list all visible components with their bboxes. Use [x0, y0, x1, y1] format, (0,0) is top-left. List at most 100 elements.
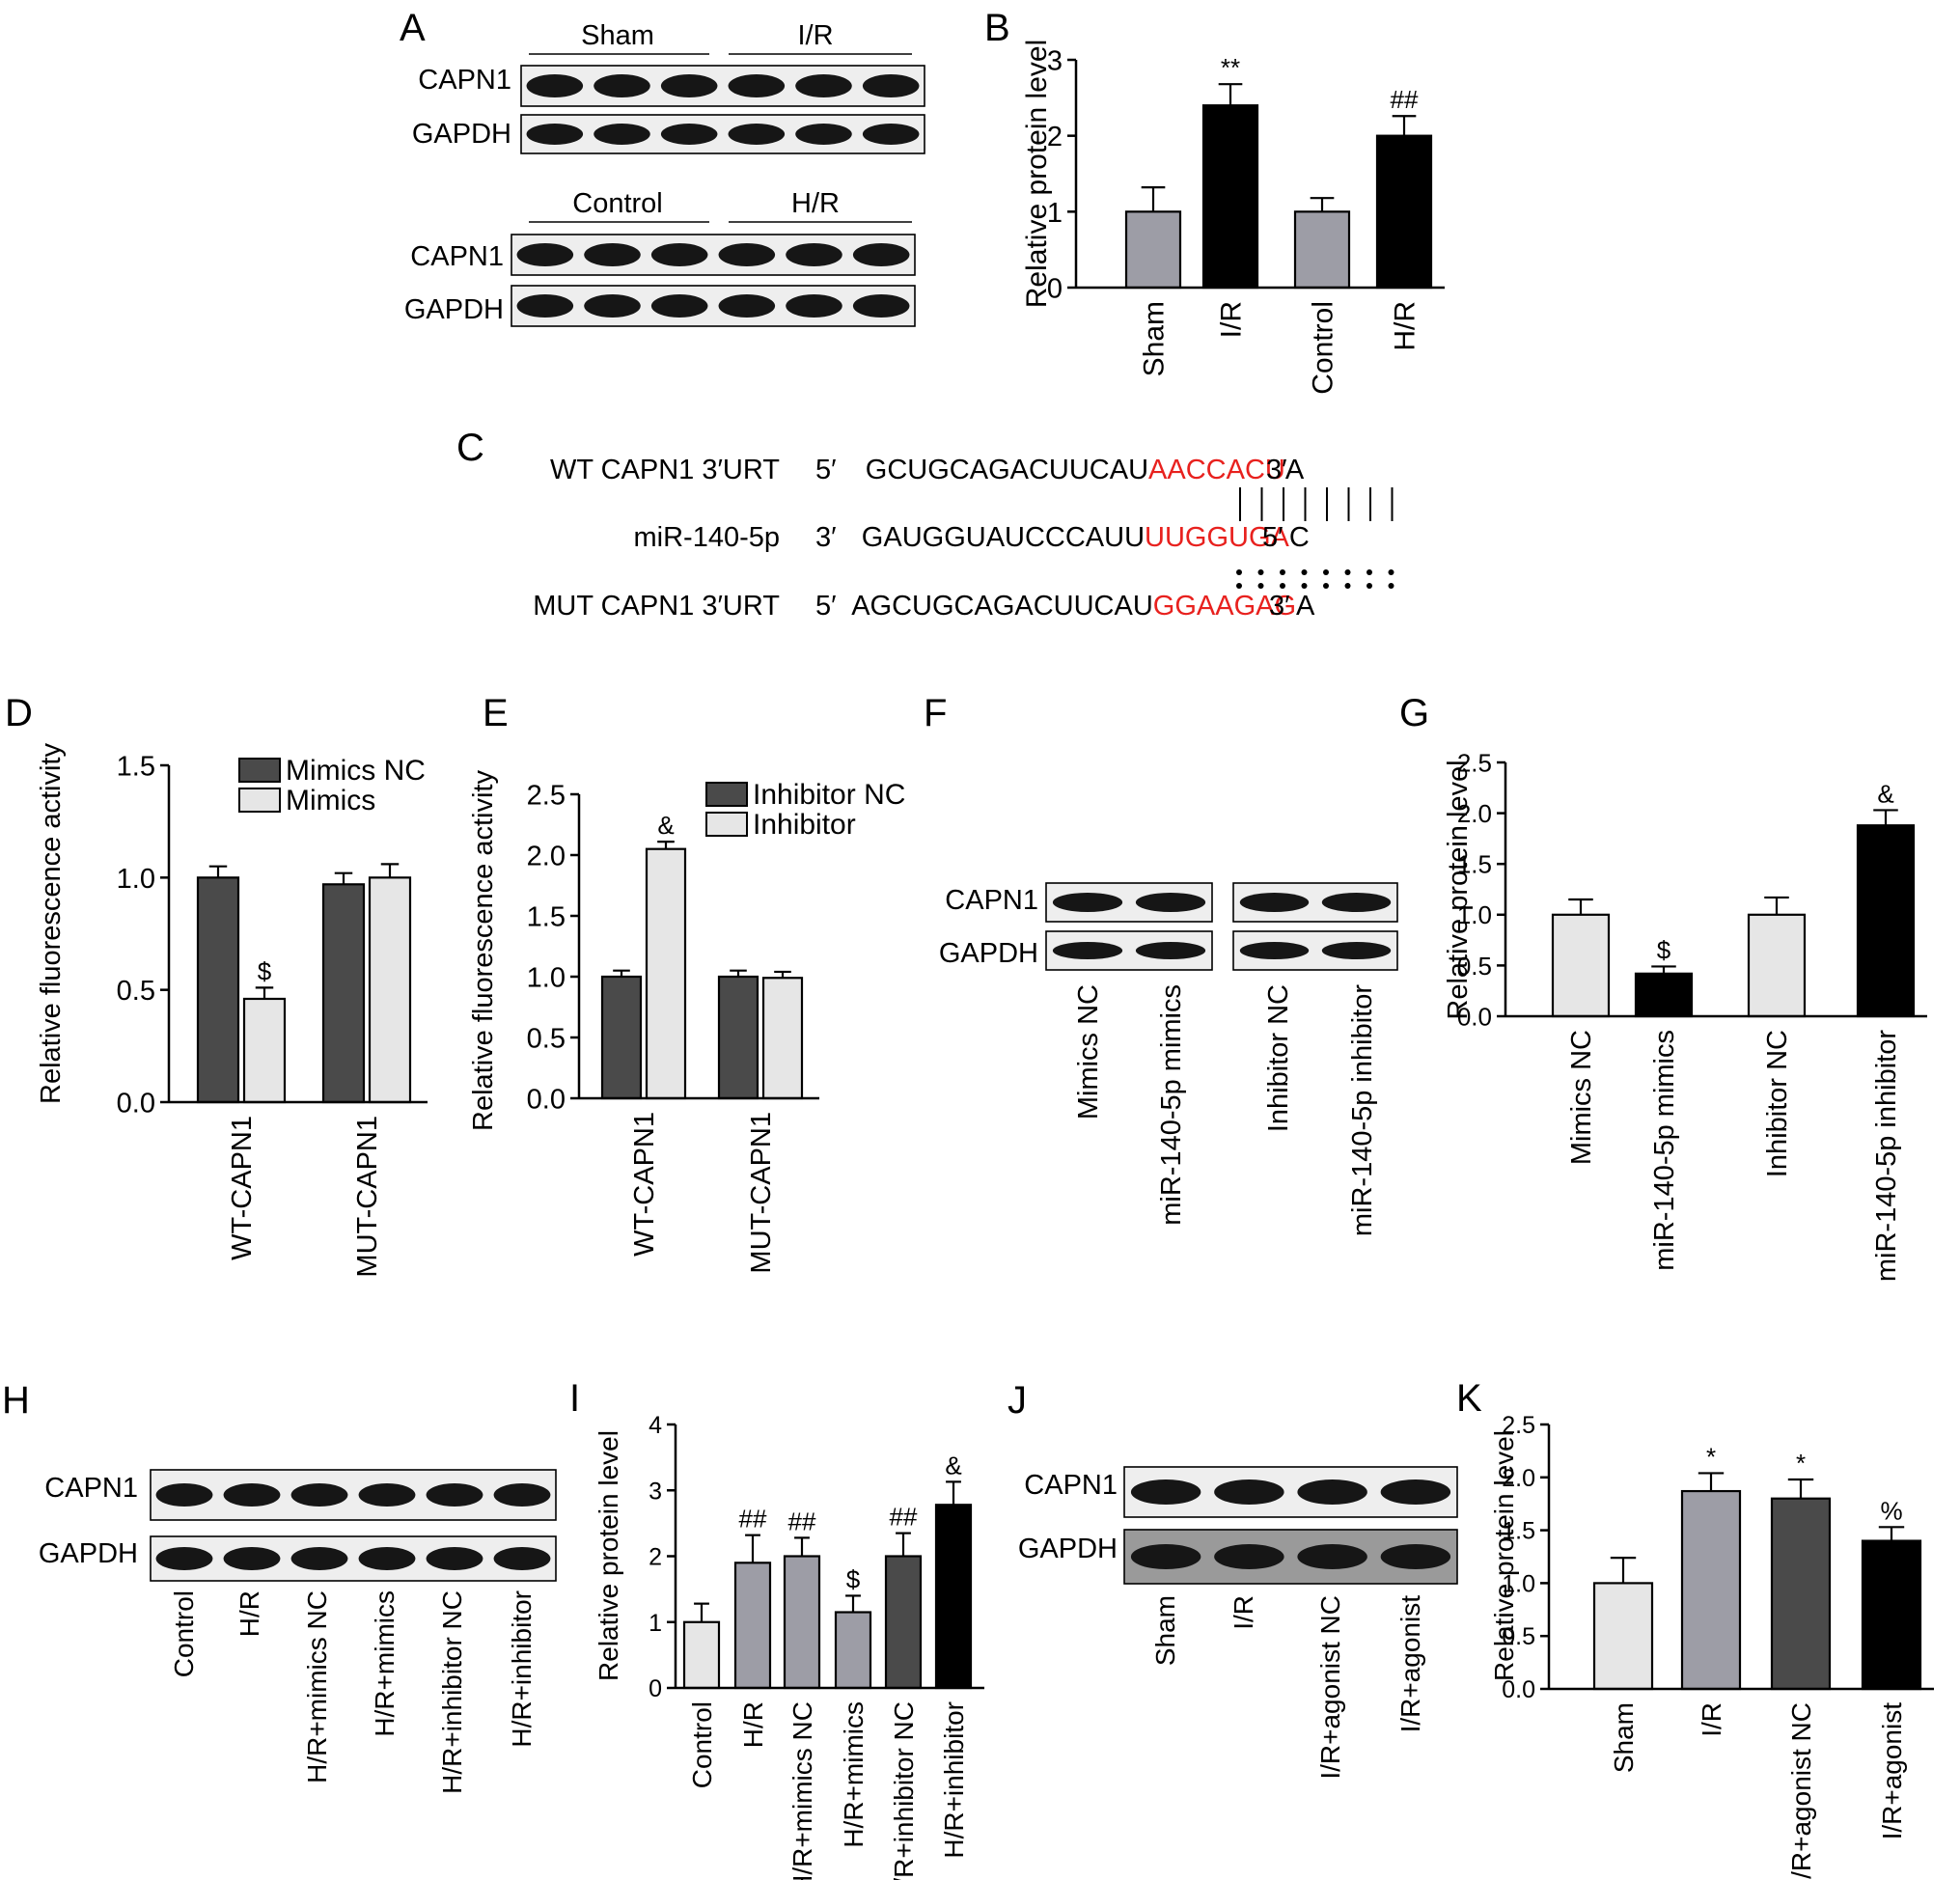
- blot-j-gapdh: [1123, 1529, 1458, 1585]
- blot-band: [493, 1547, 551, 1570]
- legend-swatch: [705, 812, 748, 837]
- y-tick-label: 1: [1047, 198, 1063, 229]
- group-label-ir: I/R: [797, 20, 833, 51]
- lane-label: miR-140-5p inhibitor: [1347, 984, 1378, 1236]
- legend-swatch: [238, 758, 281, 783]
- panel-letter: B: [984, 7, 1010, 49]
- blot-f-capn1-right: [1232, 882, 1398, 923]
- blot-band: [426, 1547, 483, 1570]
- blot-band: [650, 243, 708, 266]
- y-tick-label: 0.5: [117, 976, 155, 1007]
- base-pair-dot: [1280, 569, 1285, 575]
- blot-band: [526, 124, 584, 145]
- x-tick-label: WT-CAPN1: [227, 1116, 258, 1260]
- bar: [717, 975, 759, 1100]
- bar: [600, 975, 643, 1100]
- sequence: GAUGGUAUCCCAUUUUGGUGAC: [862, 522, 1310, 553]
- blot-h-lane-labels: Control H/R H/R+mimics NC H/R+mimics H/R+inh…: [169, 1590, 537, 1794]
- significance-mark: **: [1221, 53, 1240, 82]
- y-tick-label: 4: [649, 1412, 662, 1439]
- bar: [733, 1562, 772, 1690]
- blot-band: [852, 243, 910, 266]
- bar: [321, 883, 366, 1104]
- base-pair-dot: [1257, 569, 1264, 575]
- panel-letter: K: [1456, 1377, 1482, 1420]
- group-label-control: Control: [572, 188, 663, 219]
- lane-label: I/R+agonist: [1395, 1595, 1425, 1733]
- legend-label: Inhibitor: [753, 809, 856, 841]
- blot-band: [1130, 1544, 1201, 1569]
- blot-band: [650, 294, 708, 318]
- bar: [645, 847, 687, 1100]
- blot-band: [155, 1483, 213, 1507]
- bar: [1201, 104, 1259, 290]
- bar: [934, 1504, 973, 1690]
- y-tick-label: 2.5: [527, 780, 566, 811]
- bar: [761, 977, 804, 1100]
- blot-band: [290, 1547, 348, 1570]
- significance-mark: ##: [890, 1503, 918, 1532]
- chart-panel-e: E 0.0 0.5 1.0 1.5 2.0 2.5 Relative fluorescence…: [468, 692, 905, 1274]
- y-tick-label: 3: [1047, 45, 1063, 76]
- blot-band: [718, 294, 776, 318]
- lane-label: Inhibitor NC: [1263, 984, 1294, 1132]
- base-pair-dot: [1344, 569, 1351, 575]
- significance-mark: ##: [788, 1507, 816, 1535]
- x-tick-label: Sham: [1609, 1702, 1639, 1773]
- panel-letter: E: [483, 692, 509, 734]
- blot-band: [852, 294, 910, 318]
- lane-label: H/R: [235, 1590, 264, 1637]
- y-tick-label: 0: [649, 1675, 662, 1702]
- blot-band: [516, 243, 574, 266]
- blot-band: [526, 74, 584, 97]
- blot-j-capn1: [1123, 1466, 1458, 1518]
- blot-band: [1239, 893, 1310, 912]
- y-tick-label: 1.0: [117, 864, 155, 895]
- bar: [1861, 1539, 1922, 1691]
- panel-c: C WT CAPN1 3′URT 5′ GCUGCAGACUUCAUAACCACUA…: [456, 427, 1394, 622]
- blot-f-gapdh-label: GAPDH: [939, 938, 1038, 969]
- sequence-end-5: 3′: [815, 522, 837, 553]
- blot-f-lane-labels: Mimics NC miR-140-5p mimics Inhibitor NC mi…: [1073, 984, 1378, 1236]
- blot-band: [1214, 1479, 1284, 1505]
- y-tick-label: 0.5: [1502, 1623, 1535, 1650]
- lane-label: H/R+inhibitor: [507, 1590, 537, 1748]
- x-tick-label: Mimics NC: [1566, 1030, 1597, 1165]
- y-tick-label: 3: [649, 1478, 662, 1505]
- x-tick-label: H/R: [1390, 301, 1422, 351]
- panel-a: A Sham I/R CAPN1 GAPDH Control H/R CAPN1…: [400, 7, 925, 327]
- blot-band: [718, 243, 776, 266]
- y-axis-label: Relative protein level: [1021, 40, 1053, 308]
- blot-j-capn1-label: CAPN1: [1024, 1470, 1118, 1501]
- blot-band: [426, 1483, 483, 1507]
- legend-swatch: [238, 788, 281, 813]
- panel-letter: I: [569, 1377, 580, 1420]
- y-tick-label: 2.5: [1502, 1412, 1535, 1439]
- blot-band: [1135, 942, 1206, 959]
- blot-a-top-gapdh: [520, 114, 925, 154]
- bar: [368, 876, 412, 1104]
- sequence: AGCUGCAGACUUCAUGGAAGAGA: [851, 591, 1315, 622]
- base-pair-dot: [1366, 569, 1372, 575]
- bar: [682, 1620, 721, 1690]
- panel-a-letter: A: [400, 7, 426, 49]
- y-tick-label: 1: [649, 1610, 662, 1637]
- group-label-hr: H/R: [791, 188, 840, 219]
- panel-h-letter: H: [2, 1379, 30, 1422]
- blot-band: [358, 1483, 416, 1507]
- blot-band: [516, 294, 574, 318]
- x-tick-label: I/R: [1697, 1702, 1726, 1737]
- significance-mark: $: [1657, 935, 1671, 964]
- sequence-end-5: 5′: [815, 591, 837, 622]
- blot-band: [358, 1547, 416, 1570]
- bar: [242, 997, 287, 1104]
- lane-label: Sham: [1150, 1595, 1180, 1666]
- base-pair-dot: [1236, 569, 1242, 575]
- lane-label: I/R: [1228, 1595, 1258, 1630]
- seed-match: AACCACU: [1148, 455, 1285, 485]
- significance-mark: *: [1796, 1449, 1806, 1478]
- significance-mark: &: [1877, 779, 1893, 808]
- bar: [1375, 134, 1433, 290]
